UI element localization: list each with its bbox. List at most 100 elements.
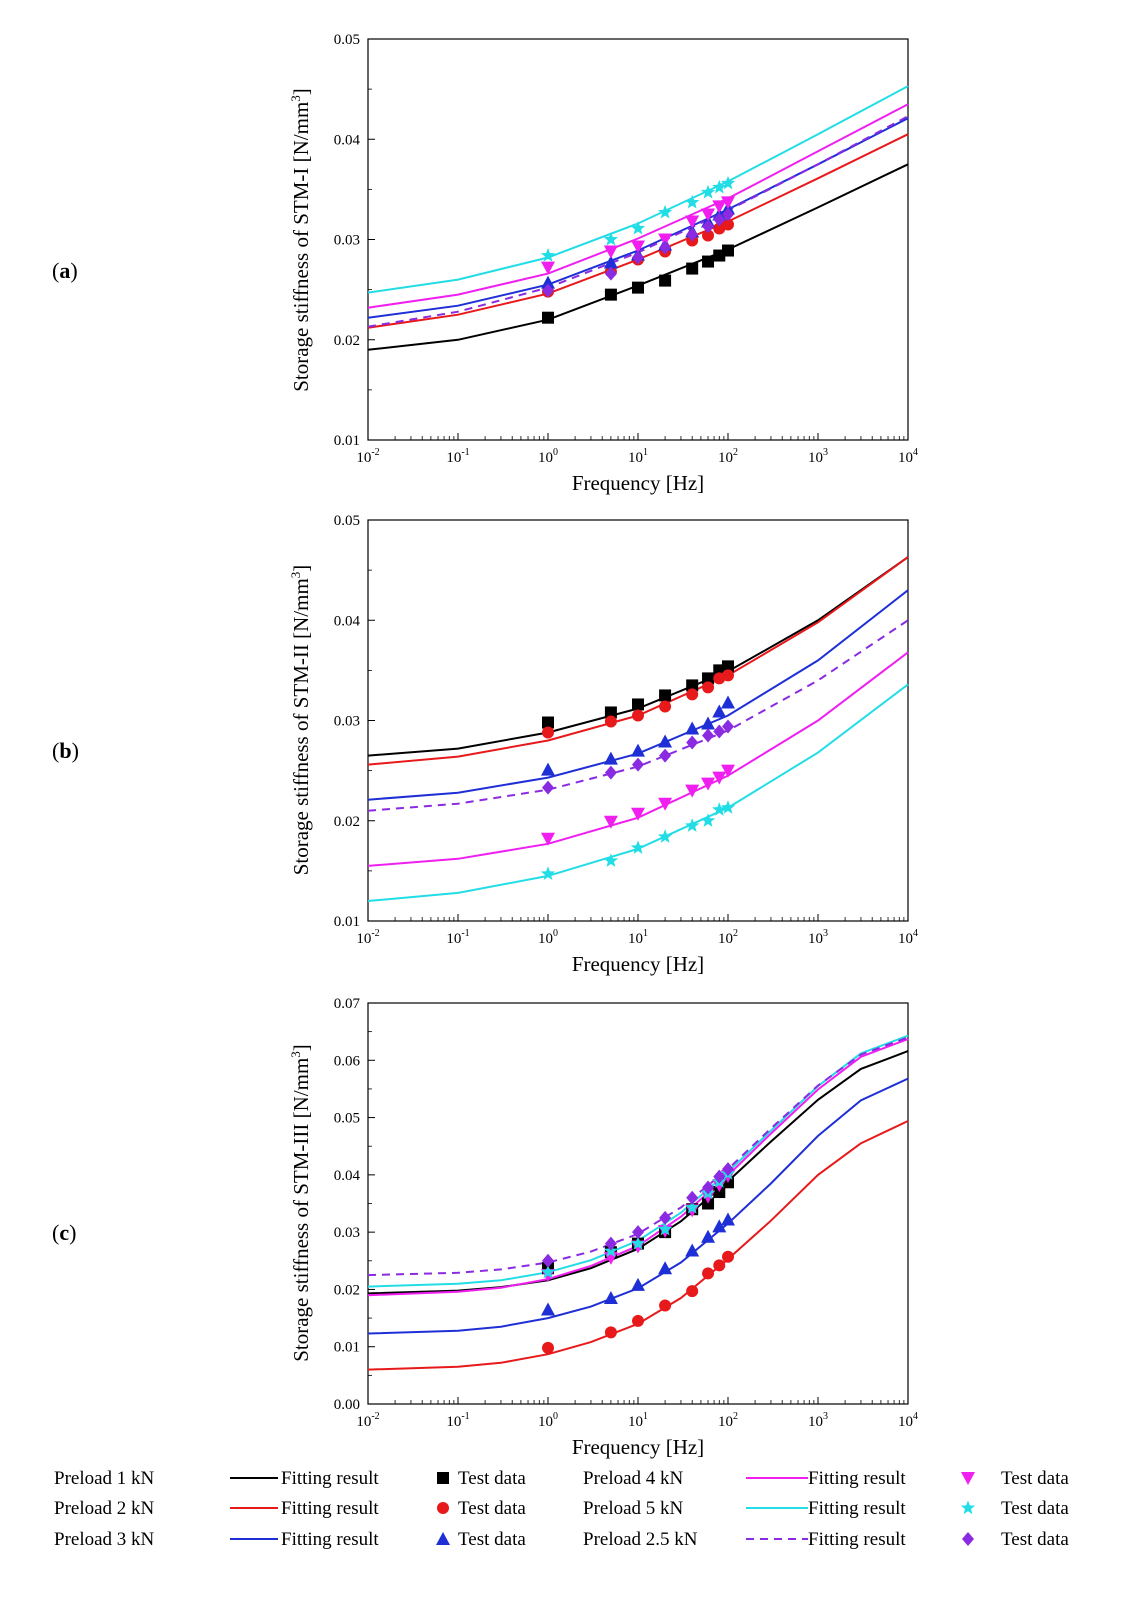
panel-label: (b)	[52, 738, 79, 763]
test-point-series-6	[659, 1210, 672, 1225]
y-axis-title-main: Storage stiffness of STM-I [N/mm	[289, 102, 313, 392]
x-tick-label: 102	[718, 1411, 738, 1430]
y-tick-label: 0.02	[334, 814, 360, 830]
test-point-series-6	[686, 227, 699, 242]
y-tick-label: 0.04	[334, 613, 361, 629]
y-tick-label: 0.04	[334, 132, 361, 148]
x-tick-label: 102	[718, 928, 738, 947]
x-tick-exponent: 1	[643, 1411, 648, 1422]
test-point-series-3	[701, 716, 716, 730]
x-tick-base: 10	[808, 931, 823, 947]
x-tick-base: 10	[898, 931, 913, 947]
x-tick-label: 10-1	[446, 447, 469, 466]
x-tick-label: 10-1	[446, 928, 469, 947]
x-tick-base: 10	[356, 931, 371, 947]
panel-label-close: )	[69, 1220, 76, 1245]
test-point-series-5	[540, 1264, 556, 1279]
test-point-series-5	[603, 232, 619, 246]
x-tick-label: 103	[808, 1411, 828, 1430]
x-axis-title: Frequency [Hz]	[572, 952, 704, 976]
test-point-series-2	[702, 229, 715, 242]
test-point-series-2	[604, 715, 617, 728]
y-tick-label: 0.01	[334, 433, 360, 449]
x-tick-base: 10	[446, 450, 461, 466]
test-point-series-3	[658, 1261, 673, 1275]
legend-fit-label: Fitting result	[808, 1498, 906, 1519]
y-axis-title-end: ]	[289, 1044, 313, 1051]
test-point-series-5	[685, 194, 700, 209]
x-tick-exponent: 0	[553, 447, 558, 458]
legend-test-marker	[961, 1472, 975, 1485]
legend-fit-label: Fitting result	[281, 1529, 379, 1550]
test-point-series-1	[686, 679, 699, 692]
legend-test-marker	[960, 1500, 976, 1515]
test-point-series-6	[659, 748, 672, 763]
x-tick-exponent: -1	[461, 1411, 469, 1422]
test-point-series-1	[604, 288, 617, 301]
legend-test-marker	[437, 1472, 449, 1484]
x-tick-label: 101	[628, 1411, 648, 1430]
x-tick-base: 10	[808, 1414, 823, 1430]
x-tick-label: 103	[808, 447, 828, 466]
test-point-series-2	[722, 218, 734, 231]
test-point-series-1	[632, 281, 644, 294]
y-tick-label: 0.02	[334, 333, 360, 349]
test-point-series-5	[540, 248, 556, 262]
y-axis-title: Storage stiffness of STM-I [N/mm3]	[288, 88, 313, 392]
x-tick-base: 10	[538, 931, 553, 947]
x-tick-exponent: -1	[461, 447, 469, 458]
x-tick-exponent: 4	[913, 928, 918, 939]
y-axis-title-main: Storage stiffness of STM-II [N/mm	[289, 578, 313, 875]
fit-curve-series-1	[367, 556, 909, 757]
x-tick-exponent: 0	[553, 1411, 558, 1422]
test-point-series-6	[542, 1253, 554, 1268]
test-point-series-1	[542, 311, 554, 324]
x-tick-base: 10	[538, 450, 553, 466]
legend-preload-label: Preload 2.5 kN	[583, 1529, 698, 1550]
x-tick-label: 102	[718, 447, 738, 466]
fit-curve-series-4	[367, 103, 909, 309]
x-tick-exponent: 3	[823, 928, 828, 939]
y-tick-label: 0.02	[334, 1282, 360, 1298]
test-point-series-2	[604, 1326, 617, 1339]
x-tick-exponent: 0	[553, 928, 558, 939]
test-point-series-1	[686, 262, 699, 275]
fit-curve-series-6	[367, 1036, 909, 1277]
test-point-series-6	[632, 250, 644, 265]
test-point-series-3	[603, 1291, 618, 1305]
test-point-series-4	[603, 245, 618, 259]
x-tick-base: 10	[446, 1414, 461, 1430]
legend-preload-label: Preload 5 kN	[583, 1498, 684, 1519]
test-point-series-5	[685, 1200, 700, 1214]
test-point-series-5	[700, 184, 716, 199]
panel-label-close: )	[70, 258, 77, 283]
test-point-series-4	[721, 764, 735, 778]
panel-label-close: )	[72, 738, 79, 763]
y-tick-label: 0.03	[334, 233, 360, 249]
legend-test-label: Test data	[458, 1468, 526, 1489]
x-tick-exponent: 1	[643, 928, 648, 939]
test-point-series-5	[630, 840, 646, 854]
test-point-series-3	[658, 734, 673, 748]
test-point-series-6	[686, 1190, 699, 1205]
test-point-series-4	[712, 1179, 727, 1193]
test-point-series-6	[686, 735, 699, 750]
test-point-series-2	[632, 1314, 644, 1327]
panel-label-letter: a	[59, 258, 70, 283]
test-point-series-6	[542, 283, 554, 298]
test-point-series-3	[721, 1212, 735, 1226]
y-axis-title: Storage stiffness of STM-III [N/mm3]	[288, 1044, 313, 1362]
x-tick-label: 104	[898, 928, 918, 947]
chart-panel-2: (b)10-2 10-1 100 101 102 103 1040.010.020.030.…	[52, 513, 918, 976]
test-point-series-1	[702, 255, 715, 268]
legend-fit-label: Fitting result	[808, 1468, 906, 1489]
test-point-series-5	[685, 818, 700, 832]
test-point-series-1	[542, 716, 554, 729]
x-tick-base: 10	[628, 450, 643, 466]
test-point-series-3	[541, 1302, 555, 1316]
test-point-series-6	[632, 757, 644, 772]
y-tick-label: 0.01	[334, 1340, 360, 1356]
test-point-series-4	[603, 815, 618, 829]
x-tick-label: 104	[898, 1411, 918, 1430]
test-point-series-3	[631, 1277, 645, 1291]
